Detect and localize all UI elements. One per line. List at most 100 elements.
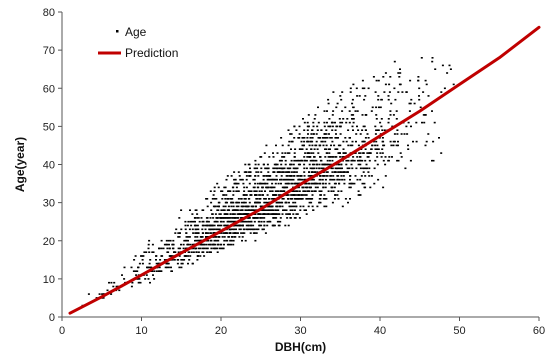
age-point (153, 278, 156, 280)
age-point (331, 114, 334, 116)
age-point (253, 209, 255, 211)
age-point (318, 137, 321, 139)
age-point (324, 182, 327, 185)
age-point (233, 236, 236, 238)
age-point (303, 178, 306, 181)
age-point (356, 125, 358, 128)
age-point (255, 171, 258, 173)
age-point (359, 178, 362, 181)
age-point (235, 209, 237, 211)
age-point (313, 156, 315, 158)
age-point (214, 220, 217, 223)
age-point (274, 178, 276, 181)
age-point (305, 198, 308, 200)
age-point (226, 220, 229, 223)
age-point (431, 57, 434, 59)
age-point (332, 91, 335, 93)
age-point (227, 209, 229, 211)
age-point (336, 194, 339, 196)
age-point (282, 198, 285, 200)
age-point (147, 278, 150, 280)
age-point (160, 239, 163, 242)
age-point (235, 232, 238, 234)
age-point (396, 159, 399, 162)
age-point (361, 79, 364, 82)
age-point (209, 228, 211, 231)
age-point (322, 186, 325, 189)
age-point (196, 217, 199, 219)
y-tick-label: 20 (43, 236, 55, 248)
age-point (361, 129, 364, 131)
age-point (184, 247, 187, 250)
age-point (257, 228, 260, 231)
age-point (238, 213, 241, 215)
x-axis-title: DBH(cm) (275, 340, 326, 354)
age-point (295, 198, 298, 200)
age-point (292, 167, 295, 170)
age-point (311, 205, 314, 208)
age-point (191, 243, 194, 246)
age-point (263, 198, 266, 200)
age-point (212, 247, 215, 250)
age-point (275, 217, 278, 219)
age-point (355, 133, 358, 135)
age-point (302, 194, 305, 196)
age-point (301, 194, 304, 196)
age-point (255, 205, 257, 208)
age-point (164, 266, 167, 269)
age-point (178, 236, 181, 238)
age-point (361, 182, 364, 185)
age-point (180, 266, 183, 269)
y-tick-label: 10 (43, 274, 55, 286)
age-point (295, 213, 298, 215)
age-point (327, 98, 330, 101)
age-point (329, 125, 332, 128)
age-point (362, 167, 365, 170)
age-point (198, 220, 201, 223)
age-point (349, 175, 352, 177)
age-point (235, 228, 237, 231)
age-point (254, 159, 257, 162)
age-point (242, 224, 244, 227)
age-point (267, 167, 270, 170)
age-point (201, 228, 204, 231)
age-point (243, 232, 246, 234)
age-point (312, 121, 315, 124)
age-point (388, 83, 391, 86)
age-point (196, 213, 199, 215)
age-point (356, 156, 359, 158)
age-point (263, 213, 266, 215)
age-point (222, 209, 225, 211)
age-point (374, 125, 377, 128)
age-point (271, 178, 274, 181)
age-point (261, 217, 264, 219)
age-point (302, 205, 305, 208)
age-point (272, 152, 274, 154)
age-point (293, 182, 296, 185)
age-point (183, 239, 186, 242)
age-point (267, 171, 270, 173)
age-point (443, 87, 446, 90)
age-point (253, 220, 256, 223)
age-point (318, 163, 321, 166)
age-point (220, 232, 223, 234)
age-point (218, 247, 221, 250)
age-point (390, 102, 393, 105)
age-point (289, 163, 292, 166)
age-point (230, 205, 233, 208)
age-point (293, 137, 296, 139)
age-point (289, 213, 291, 215)
age-point (354, 110, 357, 112)
age-point (238, 224, 241, 227)
age-point (231, 236, 234, 238)
age-point (417, 79, 420, 82)
age-point (216, 228, 219, 231)
age-point (348, 182, 351, 185)
age-point (314, 171, 317, 173)
age-point (290, 148, 292, 150)
age-point (217, 224, 219, 227)
age-point (280, 175, 283, 177)
age-point (357, 190, 360, 192)
age-point (217, 186, 220, 189)
age-point (201, 236, 204, 238)
